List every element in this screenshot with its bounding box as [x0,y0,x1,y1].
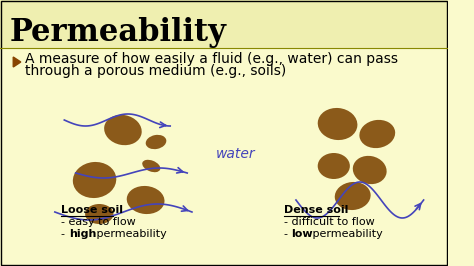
Polygon shape [13,57,21,67]
Ellipse shape [73,162,116,198]
Ellipse shape [85,204,113,224]
Text: permeability: permeability [92,229,166,239]
Ellipse shape [104,115,142,145]
Text: through a porous medium (e.g., soils): through a porous medium (e.g., soils) [25,64,286,78]
Ellipse shape [359,120,395,148]
Text: - difficult to flow: - difficult to flow [283,217,374,227]
Text: low: low [291,229,313,239]
Ellipse shape [335,182,371,210]
Text: -: - [283,229,291,239]
Text: Permeability: Permeability [9,16,226,48]
Ellipse shape [146,135,166,149]
Text: - easy to flow: - easy to flow [62,217,136,227]
Text: Loose soil: Loose soil [62,205,123,215]
Ellipse shape [142,160,160,172]
Text: Dense soil: Dense soil [283,205,348,215]
Text: high: high [69,229,96,239]
Text: -: - [62,229,69,239]
FancyBboxPatch shape [0,0,448,48]
Text: water: water [216,147,255,161]
Ellipse shape [353,156,387,184]
Text: A measure of how easily a fluid (e.g., water) can pass: A measure of how easily a fluid (e.g., w… [25,52,398,66]
Ellipse shape [318,153,350,179]
Ellipse shape [318,108,357,140]
Text: permeability: permeability [309,229,383,239]
Ellipse shape [127,186,164,214]
